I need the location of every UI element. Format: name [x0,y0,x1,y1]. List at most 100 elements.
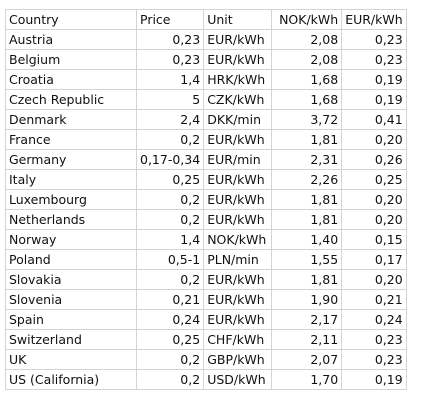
cell-eur-kwh: 0,26 [341,149,407,170]
cell-country: Croatia [5,69,137,90]
cell-nok-kwh: 2,26 [271,169,343,190]
cell-unit: GBP/kWh [203,349,273,370]
table-row: Slovenia 0,21 EUR/kWh 1,90 0,21 [5,289,407,310]
table-row: Norway 1,4 NOK/kWh 1,40 0,15 [5,229,407,250]
cell-price: 0,25 [135,169,205,190]
cell-price: 2,4 [135,109,205,130]
cell-country: Austria [5,29,137,50]
cell-eur-kwh: 0,15 [341,229,407,250]
cell-nok-kwh: 1,70 [271,369,343,390]
cell-unit: CHF/kWh [203,329,273,350]
table-row: Croatia 1,4 HRK/kWh 1,68 0,19 [5,69,407,90]
cell-unit: CZK/kWh [203,89,273,110]
table-row: Czech Republic 5 CZK/kWh 1,68 0,19 [5,89,407,110]
cell-unit: EUR/kWh [203,129,273,150]
cell-price: 0,25 [135,329,205,350]
header-unit: Unit [203,9,273,30]
cell-nok-kwh: 1,68 [271,89,343,110]
cell-nok-kwh: 2,11 [271,329,343,350]
table-row: Poland 0,5-1 PLN/min 1,55 0,17 [5,249,407,270]
cell-country: Belgium [5,49,137,70]
header-price: Price [135,9,205,30]
cell-eur-kwh: 0,20 [341,189,407,210]
cell-eur-kwh: 0,20 [341,209,407,230]
cell-price: 1,4 [135,229,205,250]
cell-price: 0,24 [135,309,205,330]
cell-eur-kwh: 0,24 [341,309,407,330]
cell-nok-kwh: 2,07 [271,349,343,370]
cell-country: UK [5,349,137,370]
cell-eur-kwh: 0,23 [341,329,407,350]
cell-unit: EUR/min [203,149,273,170]
table-row: Spain 0,24 EUR/kWh 2,17 0,24 [5,309,407,330]
cell-price: 0,21 [135,289,205,310]
cell-price: 0,2 [135,349,205,370]
cell-country: US (California) [5,369,137,390]
cell-eur-kwh: 0,19 [341,89,407,110]
cell-eur-kwh: 0,17 [341,249,407,270]
cell-price: 1,4 [135,69,205,90]
cell-price: 5 [135,89,205,110]
table-row: Germany 0,17-0,34 EUR/min 2,31 0,26 [5,149,407,170]
cell-unit: USD/kWh [203,369,273,390]
table-row: Belgium 0,23 EUR/kWh 2,08 0,23 [5,49,407,70]
table-row: Slovakia 0,2 EUR/kWh 1,81 0,20 [5,269,407,290]
price-table: Country Price Unit NOK/kWh EUR/kWh Austr… [5,9,407,390]
header-country: Country [5,9,137,30]
cell-unit: EUR/kWh [203,49,273,70]
cell-nok-kwh: 3,72 [271,109,343,130]
cell-eur-kwh: 0,20 [341,129,407,150]
cell-country: Poland [5,249,137,270]
cell-nok-kwh: 2,17 [271,309,343,330]
cell-eur-kwh: 0,20 [341,269,407,290]
cell-price: 0,23 [135,29,205,50]
cell-country: Italy [5,169,137,190]
cell-eur-kwh: 0,19 [341,69,407,90]
cell-country: Czech Republic [5,89,137,110]
cell-unit: EUR/kWh [203,269,273,290]
cell-country: Germany [5,149,137,170]
cell-unit: PLN/min [203,249,273,270]
cell-eur-kwh: 0,25 [341,169,407,190]
cell-unit: NOK/kWh [203,229,273,250]
cell-country: Slovenia [5,289,137,310]
cell-nok-kwh: 1,81 [271,129,343,150]
cell-unit: EUR/kWh [203,29,273,50]
header-row: Country Price Unit NOK/kWh EUR/kWh [5,9,407,30]
table-row: Italy 0,25 EUR/kWh 2,26 0,25 [5,169,407,190]
cell-nok-kwh: 1,81 [271,189,343,210]
table-row: US (California) 0,2 USD/kWh 1,70 0,19 [5,369,407,390]
cell-unit: EUR/kWh [203,189,273,210]
cell-eur-kwh: 0,41 [341,109,407,130]
table-row: Austria 0,23 EUR/kWh 2,08 0,23 [5,29,407,50]
cell-nok-kwh: 1,81 [271,269,343,290]
cell-price: 0,2 [135,189,205,210]
cell-price: 0,17-0,34 [135,149,205,170]
cell-nok-kwh: 2,08 [271,29,343,50]
cell-country: Luxembourg [5,189,137,210]
cell-price: 0,23 [135,49,205,70]
cell-unit: DKK/min [203,109,273,130]
cell-price: 0,2 [135,269,205,290]
cell-country: France [5,129,137,150]
cell-eur-kwh: 0,23 [341,349,407,370]
cell-unit: EUR/kWh [203,289,273,310]
cell-nok-kwh: 1,40 [271,229,343,250]
cell-nok-kwh: 1,55 [271,249,343,270]
header-nok-kwh: NOK/kWh [271,9,343,30]
table-row: Denmark 2,4 DKK/min 3,72 0,41 [5,109,407,130]
table-row: Netherlands 0,2 EUR/kWh 1,81 0,20 [5,209,407,230]
cell-nok-kwh: 1,68 [271,69,343,90]
cell-country: Netherlands [5,209,137,230]
cell-eur-kwh: 0,19 [341,369,407,390]
cell-country: Spain [5,309,137,330]
header-eur-kwh: EUR/kWh [341,9,407,30]
cell-price: 0,2 [135,209,205,230]
cell-nok-kwh: 1,81 [271,209,343,230]
cell-nok-kwh: 2,31 [271,149,343,170]
table-row: France 0,2 EUR/kWh 1,81 0,20 [5,129,407,150]
cell-eur-kwh: 0,23 [341,49,407,70]
cell-price: 0,2 [135,129,205,150]
table-row: UK 0,2 GBP/kWh 2,07 0,23 [5,349,407,370]
cell-price: 0,5-1 [135,249,205,270]
